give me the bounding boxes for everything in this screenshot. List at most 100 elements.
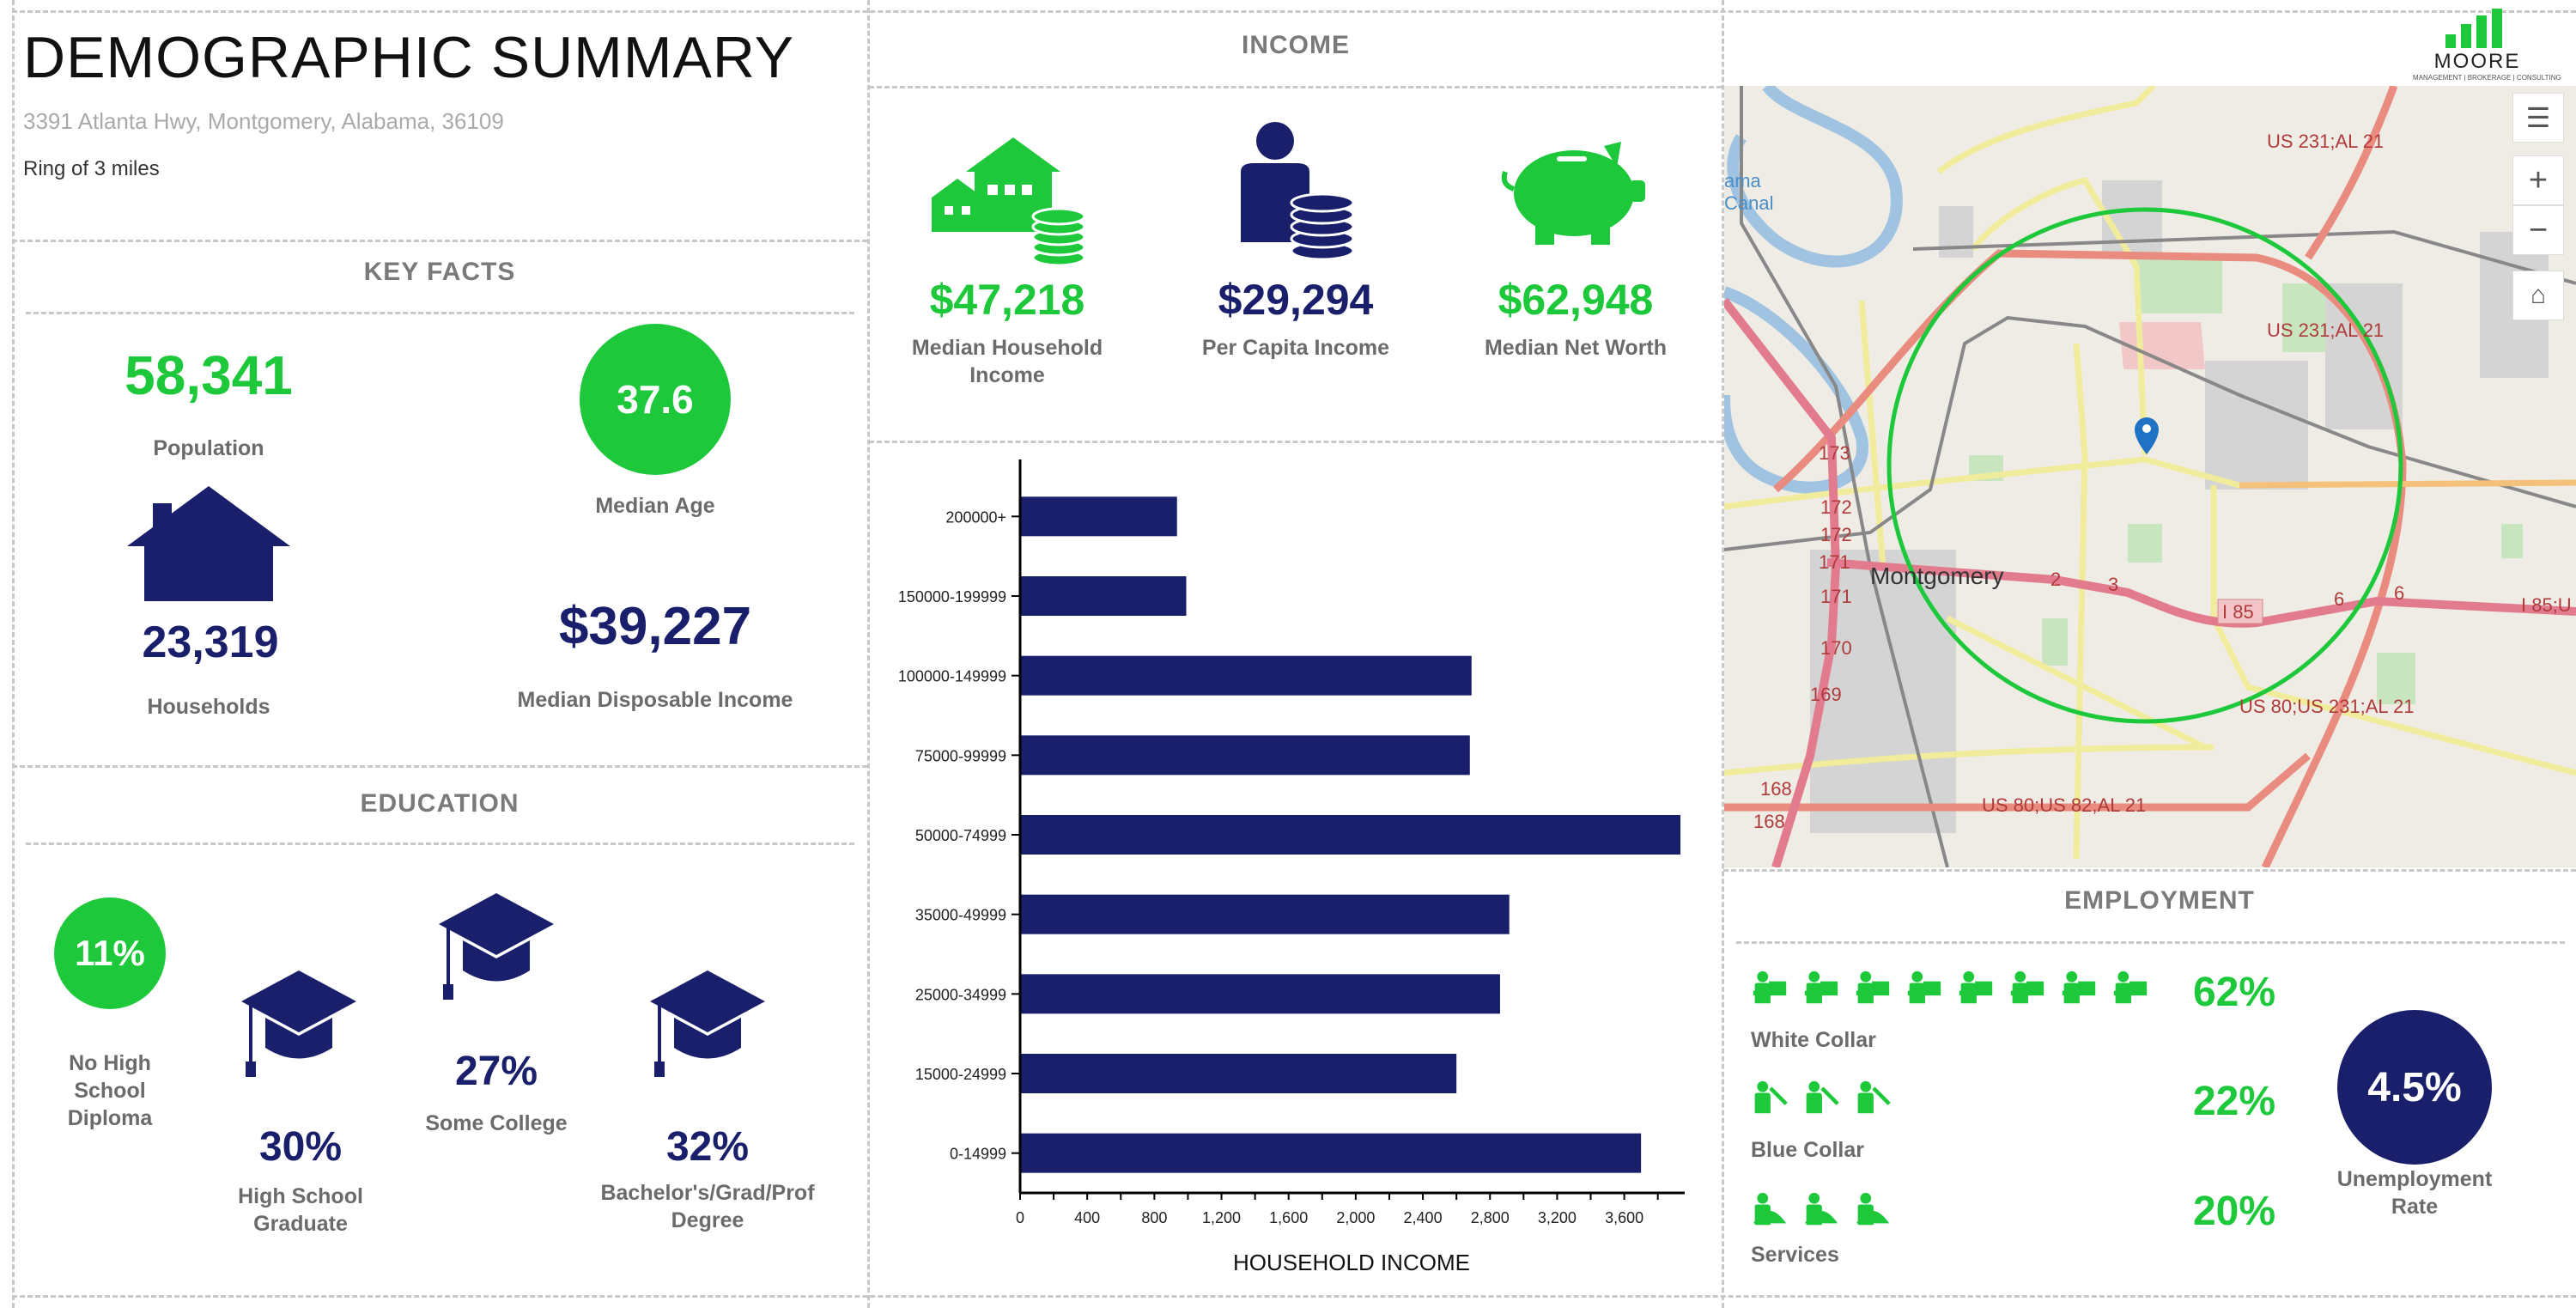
zoom-in-button[interactable]: + xyxy=(2512,155,2564,205)
x-tick-label: 3,200 xyxy=(1538,1209,1577,1226)
hs-grad-label-line: Graduate xyxy=(253,1212,348,1236)
y-tick-label: 0-14999 xyxy=(950,1146,1006,1163)
divider xyxy=(26,312,854,314)
no-hs-label-line: No High xyxy=(69,1051,151,1075)
divider xyxy=(867,0,870,1308)
services-icons xyxy=(1752,1190,1891,1228)
map[interactable]: US 231;AL 21 US 231;AL 21 US 80;US 231;AL… xyxy=(1724,86,2576,867)
bar xyxy=(1020,655,1472,696)
map-label: 171 xyxy=(1819,551,1850,573)
legend-button[interactable]: ☰ xyxy=(2512,93,2564,143)
hs-grad-label-line: High School xyxy=(238,1184,363,1208)
map-label: US 80;US 231;AL 21 xyxy=(2239,696,2414,717)
y-tick-label: 25000-34999 xyxy=(915,986,1006,1003)
map-label: 169 xyxy=(1810,684,1842,705)
per-capita-income-label: Per Capita Income xyxy=(1201,336,1390,360)
median-net-worth-value: $62,948 xyxy=(1498,276,1654,324)
map-label: US 231;AL 21 xyxy=(2267,131,2384,152)
office-worker-icon xyxy=(2062,970,2096,1004)
median-household-income-label-line: Median Household xyxy=(911,336,1103,360)
ring-radius-circle xyxy=(1886,207,2403,724)
bachelors-label: Bachelor's/Grad/Prof Degree xyxy=(600,1179,814,1234)
map-label: 173 xyxy=(1819,442,1850,464)
plus-icon: + xyxy=(2528,161,2549,198)
households-label: Households xyxy=(147,695,270,719)
x-tick-label: 2,000 xyxy=(1336,1209,1375,1226)
y-tick-label: 100000-149999 xyxy=(898,668,1006,685)
office-worker-icon xyxy=(1856,970,1890,1004)
unemployment-label-line: Rate xyxy=(2391,1195,2439,1219)
divider xyxy=(12,10,2576,13)
population-label: Population xyxy=(153,436,264,460)
location-pin-icon[interactable] xyxy=(2135,417,2159,454)
median-household-income-value: $47,218 xyxy=(929,276,1085,324)
y-tick-label: 150000-199999 xyxy=(898,588,1006,605)
y-tick-label: 200000+ xyxy=(945,508,1006,526)
income-title: INCOME xyxy=(1242,31,1350,59)
map-label: US 231;AL 21 xyxy=(2267,319,2384,341)
x-tick-label: 800 xyxy=(1141,1209,1167,1226)
bachelors-label-line: Bachelor's/Grad/Prof xyxy=(600,1181,815,1205)
x-tick-label: 3,600 xyxy=(1605,1209,1643,1226)
households-value: 23,319 xyxy=(142,617,279,667)
graduation-cap-icon xyxy=(241,970,356,1077)
piggy-bank-icon xyxy=(1501,142,1645,245)
median-age-badge: 37.6 xyxy=(580,324,731,475)
service-worker-icon xyxy=(1856,1192,1890,1226)
home-button[interactable]: ⌂ xyxy=(2512,271,2564,320)
x-tick-label: 1,200 xyxy=(1202,1209,1241,1226)
divider xyxy=(12,0,15,1308)
bar xyxy=(1020,1054,1457,1093)
blue-collar-label: Blue Collar xyxy=(1751,1138,1864,1162)
unemployment-badge: 4.5% xyxy=(2337,1010,2492,1165)
x-tick-label: 0 xyxy=(1016,1209,1024,1226)
median-disposable-income-value: $39,227 xyxy=(558,597,752,656)
x-tick-label: 1,600 xyxy=(1269,1209,1308,1226)
zoom-out-button[interactable]: − xyxy=(2512,205,2564,255)
bachelors-label-line: Degree xyxy=(671,1208,744,1232)
y-tick-label: 75000-99999 xyxy=(915,747,1006,764)
no-hs-label-line: School xyxy=(74,1079,146,1103)
divider xyxy=(869,86,1722,88)
no-hs-label-line: Diploma xyxy=(67,1106,153,1130)
bar xyxy=(1020,1133,1642,1173)
office-worker-icon xyxy=(1804,970,1838,1004)
x-tick-label: 400 xyxy=(1074,1209,1100,1226)
unemployment-label: Unemployment Rate xyxy=(2337,1165,2493,1220)
x-tick-label: 2,800 xyxy=(1471,1209,1510,1226)
ring-radius: Ring of 3 miles xyxy=(23,157,160,180)
map-canvas[interactable]: US 231;AL 21 US 231;AL 21 US 80;US 231;AL… xyxy=(1724,86,2576,867)
blue-collar-icons xyxy=(1752,1079,1891,1116)
house-icon xyxy=(127,486,290,601)
population-value: 58,341 xyxy=(125,344,293,406)
map-label: 168 xyxy=(1760,778,1792,800)
map-label: ama xyxy=(1724,170,1762,192)
education-title: EDUCATION xyxy=(360,789,519,818)
divider xyxy=(1722,0,1724,1308)
map-label: 172 xyxy=(1820,496,1852,518)
map-label: 2 xyxy=(2050,569,2061,590)
employment-title: EMPLOYMENT xyxy=(2064,886,2255,915)
per-capita-income-value: $29,294 xyxy=(1218,276,1374,324)
no-hs-badge: 11% xyxy=(54,897,166,1009)
laborer-icon xyxy=(1754,1080,1788,1114)
white-collar-label: White Collar xyxy=(1751,1028,1876,1052)
bar xyxy=(1020,974,1500,1014)
minus-icon: − xyxy=(2528,211,2549,248)
service-worker-icon xyxy=(1804,1192,1838,1226)
house-coins-icon xyxy=(932,137,1086,266)
median-net-worth-label: Median Net Worth xyxy=(1484,336,1668,360)
hs-grad-label: High School Graduate xyxy=(238,1183,363,1238)
map-label: I 85;U xyxy=(2521,594,2572,616)
moore-logo: MOORE MANAGEMENT | BROKERAGE | CONSULTIN… xyxy=(2413,7,2561,84)
laborer-icon xyxy=(1857,1080,1891,1114)
hs-grad-value: 30% xyxy=(258,1124,343,1170)
service-worker-icon xyxy=(1753,1192,1787,1226)
home-icon: ⌂ xyxy=(2530,281,2547,309)
bar xyxy=(1020,576,1187,616)
median-household-income-label: Median Household Income xyxy=(912,334,1103,389)
some-college-label: Some College xyxy=(425,1111,568,1135)
page-title: DEMOGRAPHIC SUMMARY xyxy=(23,25,795,90)
divider xyxy=(1736,941,2565,944)
bar xyxy=(1020,496,1177,537)
